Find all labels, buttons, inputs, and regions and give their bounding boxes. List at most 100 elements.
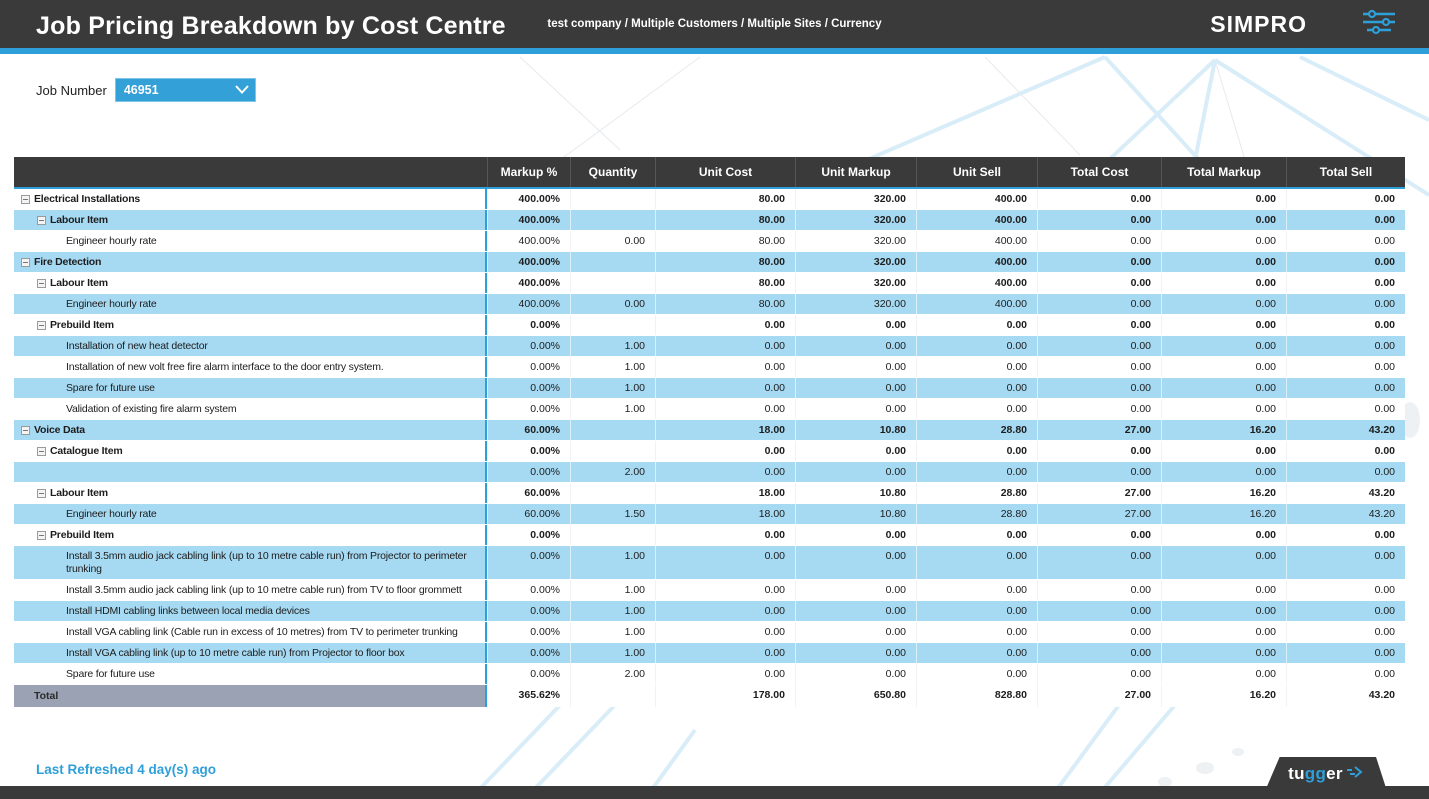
unit-markup-cell: 10.80 xyxy=(795,483,916,503)
collapse-minus-icon[interactable] xyxy=(21,258,30,267)
pricing-table: Markup % Quantity Unit Cost Unit Markup Unit… xyxy=(14,157,1405,707)
table-row: Prebuild Item 0.00% 0.00 0.00 0.00 0.00 … xyxy=(14,525,1405,546)
collapse-minus-icon[interactable] xyxy=(37,279,46,288)
collapse-minus-icon[interactable] xyxy=(37,447,46,456)
row-label-cell: Installation of new heat detector xyxy=(14,336,487,356)
unit-sell-cell: 0.00 xyxy=(916,315,1037,335)
collapse-minus-icon[interactable] xyxy=(21,426,30,435)
page-title: Job Pricing Breakdown by Cost Centre xyxy=(36,12,506,40)
table-row: Installation of new heat detector 0.00% … xyxy=(14,336,1405,357)
markup-pct-cell: 400.00% xyxy=(487,231,570,251)
job-number-value: 46951 xyxy=(123,83,159,97)
unit-sell-cell: 400.00 xyxy=(916,273,1037,293)
total-markup-pct: 365.62% xyxy=(487,685,570,707)
total-cost-cell: 0.00 xyxy=(1037,601,1161,621)
column-header[interactable]: Total Sell xyxy=(1286,157,1405,187)
column-header[interactable]: Total Markup xyxy=(1161,157,1286,187)
quantity-cell: 0.00 xyxy=(570,231,655,251)
collapse-minus-icon[interactable] xyxy=(37,321,46,330)
total-cost-cell: 0.00 xyxy=(1037,441,1161,461)
total-unit-sell: 828.80 xyxy=(916,685,1037,707)
unit-sell-cell: 0.00 xyxy=(916,664,1037,684)
quantity-cell: 2.00 xyxy=(570,462,655,482)
total-sell-cell: 0.00 xyxy=(1286,294,1405,314)
total-cost-cell: 0.00 xyxy=(1037,336,1161,356)
markup-pct-cell: 0.00% xyxy=(487,399,570,419)
quantity-cell xyxy=(570,420,655,440)
unit-markup-cell: 0.00 xyxy=(795,441,916,461)
job-number-dropdown[interactable]: 46951 xyxy=(114,78,256,102)
row-label-cell: Electrical Installations xyxy=(14,189,487,209)
column-header[interactable]: Unit Sell xyxy=(916,157,1037,187)
column-header[interactable]: Total Cost xyxy=(1037,157,1161,187)
total-markup-cell: 0.00 xyxy=(1161,462,1286,482)
total-cost-cell: 0.00 xyxy=(1037,378,1161,398)
total-sell-cell: 43.20 xyxy=(1286,483,1405,503)
total-sell-cell: 0.00 xyxy=(1286,580,1405,600)
unit-markup-cell: 320.00 xyxy=(795,273,916,293)
top-bar: Job Pricing Breakdown by Cost Centre tes… xyxy=(0,0,1429,48)
row-label: Labour Item xyxy=(50,214,108,226)
total-cost-cell: 0.00 xyxy=(1037,294,1161,314)
collapse-minus-icon[interactable] xyxy=(37,216,46,225)
markup-pct-cell: 400.00% xyxy=(487,189,570,209)
row-label: Install VGA cabling link (Cable run in e… xyxy=(66,626,458,638)
column-header[interactable]: Unit Markup xyxy=(795,157,916,187)
table-total-row: Total 365.62% 178.00 650.80 828.80 27.00… xyxy=(14,685,1405,707)
total-markup-cell: 0.00 xyxy=(1161,294,1286,314)
column-header[interactable]: Quantity xyxy=(570,157,655,187)
table-row: Voice Data 60.00% 18.00 10.80 28.80 27.0… xyxy=(14,420,1405,441)
unit-cost-cell: 80.00 xyxy=(655,273,795,293)
row-label: Electrical Installations xyxy=(34,193,141,205)
quantity-cell: 1.00 xyxy=(570,643,655,663)
sliders-icon xyxy=(1361,8,1397,41)
table-row: Catalogue Item 0.00% 0.00 0.00 0.00 0.00… xyxy=(14,441,1405,462)
unit-markup-cell: 320.00 xyxy=(795,294,916,314)
collapse-minus-icon[interactable] xyxy=(21,195,30,204)
row-label-cell xyxy=(14,462,487,482)
unit-markup-cell: 320.00 xyxy=(795,252,916,272)
total-cost-cell: 0.00 xyxy=(1037,357,1161,377)
total-sell-cell: 0.00 xyxy=(1286,315,1405,335)
quantity-cell: 1.50 xyxy=(570,504,655,524)
total-cost-cell: 0.00 xyxy=(1037,664,1161,684)
unit-cost-cell: 80.00 xyxy=(655,210,795,230)
collapse-minus-icon[interactable] xyxy=(37,489,46,498)
column-header[interactable]: Unit Cost xyxy=(655,157,795,187)
markup-pct-cell: 0.00% xyxy=(487,315,570,335)
total-sell-cell: 0.00 xyxy=(1286,357,1405,377)
total-sell-cell: 0.00 xyxy=(1286,252,1405,272)
row-label: Validation of existing fire alarm system xyxy=(66,403,237,415)
row-label-cell: Engineer hourly rate xyxy=(14,231,487,251)
unit-markup-cell: 0.00 xyxy=(795,462,916,482)
filter-settings-button[interactable] xyxy=(1357,8,1401,40)
total-markup-cell: 0.00 xyxy=(1161,399,1286,419)
unit-cost-cell: 0.00 xyxy=(655,664,795,684)
markup-pct-cell: 0.00% xyxy=(487,580,570,600)
collapse-minus-icon[interactable] xyxy=(37,531,46,540)
total-sell-cell: 0.00 xyxy=(1286,546,1405,579)
column-header[interactable]: Markup % xyxy=(487,157,570,187)
row-label-cell: Labour Item xyxy=(14,210,487,230)
row-label-cell: Install VGA cabling link (up to 10 metre… xyxy=(14,643,487,663)
row-label: Labour Item xyxy=(50,487,108,499)
tugger-logo: tugger xyxy=(1265,757,1387,791)
table-row: Install HDMI cabling links between local… xyxy=(14,601,1405,622)
total-sell-cell: 0.00 xyxy=(1286,231,1405,251)
total-cost-cell: 0.00 xyxy=(1037,231,1161,251)
row-label-cell: Install 3.5mm audio jack cabling link (u… xyxy=(14,580,487,600)
quantity-cell xyxy=(570,483,655,503)
row-label-cell: Engineer hourly rate xyxy=(14,504,487,524)
row-label-cell: Install VGA cabling link (Cable run in e… xyxy=(14,622,487,642)
total-markup-cell: 0.00 xyxy=(1161,546,1286,579)
accent-divider xyxy=(0,48,1429,54)
unit-sell-cell: 28.80 xyxy=(916,504,1037,524)
total-cost-cell: 27.00 xyxy=(1037,483,1161,503)
column-header[interactable] xyxy=(14,157,487,187)
total-cost-cell: 0.00 xyxy=(1037,580,1161,600)
table-row: Spare for future use 0.00% 2.00 0.00 0.0… xyxy=(14,664,1405,685)
unit-cost-cell: 0.00 xyxy=(655,462,795,482)
unit-markup-cell: 0.00 xyxy=(795,546,916,579)
row-label-cell: Prebuild Item xyxy=(14,315,487,335)
total-sell-cell: 43.20 xyxy=(1286,420,1405,440)
